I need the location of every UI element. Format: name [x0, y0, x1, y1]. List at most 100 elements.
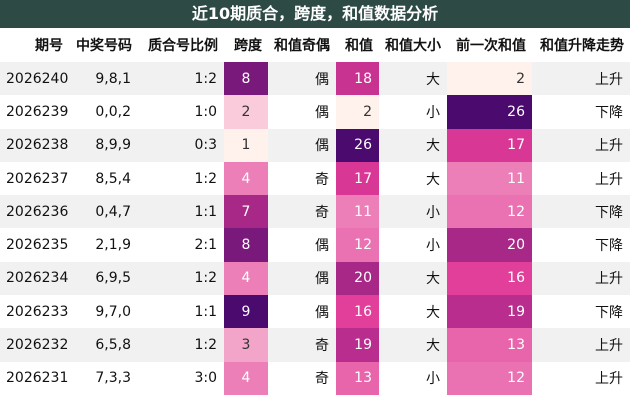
header-trend: 和值升降走势 — [540, 38, 624, 54]
cell-sum: 17 — [336, 161, 379, 196]
cell-trend: 下降 — [532, 195, 630, 229]
cell-span: 2 — [224, 95, 268, 129]
cell-parity: 偶 — [268, 228, 336, 262]
cell-sum: 26 — [336, 128, 379, 162]
cell-size: 小 — [379, 95, 447, 129]
table-row: 2026239 0,0,2 1:0 2 偶 2 小 26 下降 — [0, 95, 630, 129]
cell-size: 小 — [379, 361, 447, 395]
cell-parity: 奇 — [268, 328, 336, 362]
header-size: 和值大小 — [385, 38, 441, 54]
table-row: 2026232 6,5,8 1:2 3 奇 19 大 13 上升 — [0, 328, 630, 362]
header-issue: 期号 — [35, 38, 63, 54]
cell-numbers: 6,9,5 — [69, 261, 138, 296]
cell-span: 8 — [224, 62, 268, 96]
cell-numbers: 9,7,0 — [69, 295, 138, 329]
cell-parity: 奇 — [268, 195, 336, 229]
cell-issue: 2026232 — [0, 328, 69, 362]
header-ratio: 质合号比例 — [148, 38, 218, 54]
cell-trend: 上升 — [532, 161, 630, 196]
cell-span: 4 — [224, 261, 268, 296]
cell-sum: 19 — [336, 328, 379, 362]
cell-ratio: 1:0 — [138, 95, 224, 129]
header-sum: 和值 — [345, 38, 373, 54]
cell-issue: 2026238 — [0, 128, 69, 162]
cell-prev-sum: 17 — [447, 128, 532, 162]
cell-numbers: 9,8,1 — [69, 62, 138, 96]
cell-issue: 2026233 — [0, 295, 69, 329]
table-row: 2026231 7,3,3 3:0 4 奇 13 小 12 上升 — [0, 361, 630, 395]
header-span: 跨度 — [234, 38, 262, 54]
cell-size: 大 — [379, 161, 447, 196]
table-row: 2026240 9,8,1 1:2 8 偶 18 大 2 上升 — [0, 62, 630, 96]
cell-ratio: 1:1 — [138, 295, 224, 329]
cell-span: 8 — [224, 228, 268, 262]
cell-sum: 20 — [336, 261, 379, 296]
cell-parity: 偶 — [268, 261, 336, 296]
cell-prev-sum: 19 — [447, 295, 532, 329]
cell-prev-sum: 12 — [447, 195, 532, 229]
cell-span: 7 — [224, 195, 268, 229]
cell-numbers: 0,4,7 — [69, 195, 138, 229]
cell-size: 小 — [379, 228, 447, 262]
cell-size: 大 — [379, 128, 447, 162]
cell-span: 4 — [224, 161, 268, 196]
cell-ratio: 1:1 — [138, 195, 224, 229]
cell-trend: 下降 — [532, 228, 630, 262]
cell-ratio: 1:2 — [138, 328, 224, 362]
cell-issue: 2026239 — [0, 95, 69, 129]
cell-size: 大 — [379, 62, 447, 96]
cell-span: 4 — [224, 361, 268, 395]
table-row: 2026238 8,9,9 0:3 1 偶 26 大 17 上升 — [0, 128, 630, 162]
cell-span: 3 — [224, 328, 268, 362]
table-title: 近10期质合，跨度，和值数据分析 — [0, 0, 630, 28]
cell-trend: 上升 — [532, 328, 630, 362]
cell-numbers: 8,5,4 — [69, 161, 138, 196]
cell-prev-sum: 16 — [447, 261, 532, 296]
cell-numbers: 6,5,8 — [69, 328, 138, 362]
cell-parity: 奇 — [268, 361, 336, 395]
cell-numbers: 2,1,9 — [69, 228, 138, 262]
cell-numbers: 0,0,2 — [69, 95, 138, 129]
cell-trend: 下降 — [532, 295, 630, 329]
cell-ratio: 1:2 — [138, 161, 224, 196]
cell-prev-sum: 2 — [447, 62, 532, 96]
cell-ratio: 0:3 — [138, 128, 224, 162]
cell-ratio: 1:2 — [138, 261, 224, 296]
cell-issue: 2026237 — [0, 161, 69, 196]
header-row: 期号 中奖号码 质合号比例 跨度 和值奇偶 和值 和值大小 前一次和值 和值升降… — [0, 28, 630, 62]
table-row: 2026236 0,4,7 1:1 7 奇 11 小 12 下降 — [0, 195, 630, 229]
cell-ratio: 3:0 — [138, 361, 224, 395]
table-row: 2026234 6,9,5 1:2 4 偶 20 大 16 上升 — [0, 261, 630, 296]
cell-trend: 上升 — [532, 361, 630, 395]
cell-sum: 12 — [336, 228, 379, 262]
cell-size: 小 — [379, 195, 447, 229]
cell-prev-sum: 11 — [447, 161, 532, 196]
cell-sum: 11 — [336, 195, 379, 229]
header-prev-sum: 前一次和值 — [456, 38, 526, 54]
cell-trend: 上升 — [532, 128, 630, 162]
cell-size: 大 — [379, 328, 447, 362]
cell-numbers: 8,9,9 — [69, 128, 138, 162]
cell-prev-sum: 26 — [447, 95, 532, 129]
cell-parity: 偶 — [268, 95, 336, 129]
table-row: 2026235 2,1,9 2:1 8 偶 12 小 20 下降 — [0, 228, 630, 262]
cell-parity: 偶 — [268, 128, 336, 162]
cell-issue: 2026234 — [0, 261, 69, 296]
header-numbers: 中奖号码 — [76, 38, 132, 54]
cell-ratio: 2:1 — [138, 228, 224, 262]
cell-size: 大 — [379, 295, 447, 329]
data-table: 期号 中奖号码 质合号比例 跨度 和值奇偶 和值 和值大小 前一次和值 和值升降… — [0, 28, 630, 395]
cell-prev-sum: 20 — [447, 228, 532, 262]
cell-issue: 2026231 — [0, 361, 69, 395]
cell-trend: 下降 — [532, 95, 630, 129]
cell-span: 9 — [224, 295, 268, 329]
cell-prev-sum: 13 — [447, 328, 532, 362]
cell-sum: 2 — [336, 95, 379, 129]
cell-trend: 上升 — [532, 62, 630, 96]
cell-issue: 2026240 — [0, 62, 69, 96]
cell-sum: 18 — [336, 62, 379, 96]
cell-size: 大 — [379, 261, 447, 296]
cell-numbers: 7,3,3 — [69, 361, 138, 395]
header-parity: 和值奇偶 — [274, 38, 330, 54]
